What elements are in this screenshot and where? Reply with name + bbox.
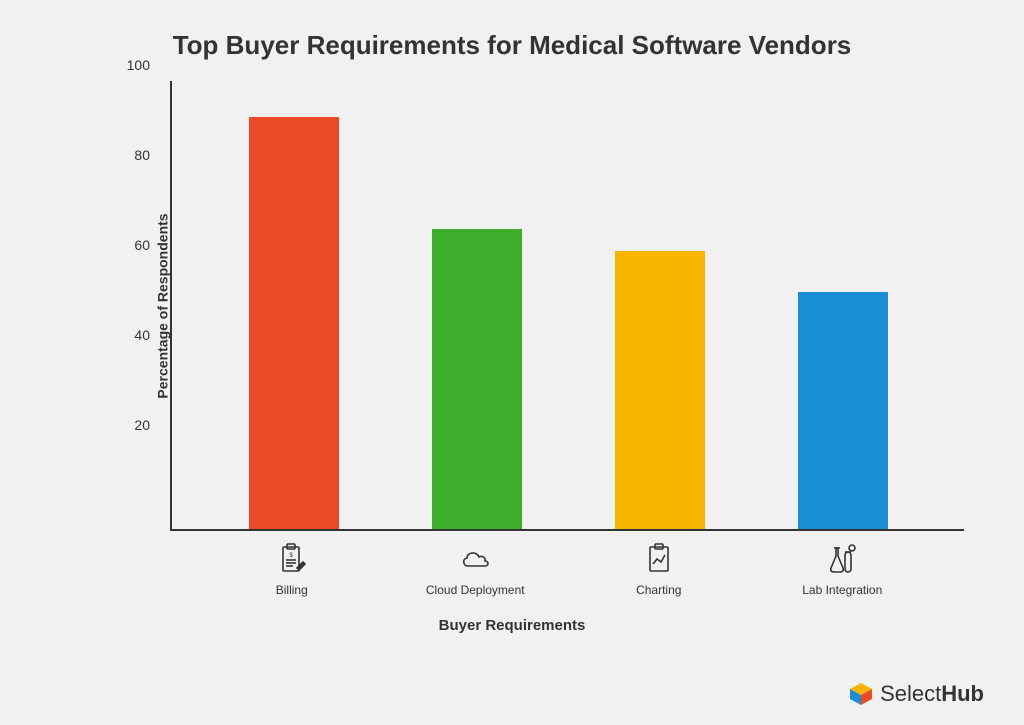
bar-slot: [385, 81, 568, 529]
y-tick: 80: [110, 147, 150, 163]
y-tick: 100: [110, 57, 150, 73]
x-label-slot: Cloud Deployment: [384, 541, 568, 597]
bar-charting: [615, 251, 705, 529]
y-tick: 60: [110, 237, 150, 253]
plot-area: [170, 81, 964, 531]
plot-region: Percentage of Respondents 100 80 60 40 2…: [130, 81, 964, 531]
brand-logo-icon: [848, 681, 874, 707]
y-ticks: 100 80 60 40 20: [120, 81, 160, 531]
cloud-icon: [457, 541, 493, 577]
x-axis-label: Buyer Requirements: [40, 617, 984, 634]
bar-cloud-deployment: [432, 229, 522, 529]
bar-slot: [202, 81, 385, 529]
chart-title: Top Buyer Requirements for Medical Softw…: [40, 30, 984, 61]
bar-slot: [568, 81, 751, 529]
svg-text:$: $: [289, 553, 293, 559]
brand-text: SelectHub: [880, 681, 984, 707]
bar-billing: [249, 117, 339, 529]
x-label-text: Billing: [276, 583, 308, 597]
bar-lab-integration: [798, 292, 888, 529]
x-label-text: Charting: [636, 583, 681, 597]
y-tick: 40: [110, 327, 150, 343]
bar-slot: [751, 81, 934, 529]
chart-clipboard-icon: [641, 541, 677, 577]
brand-suffix: Hub: [941, 681, 984, 706]
y-tick: 20: [110, 417, 150, 433]
clipboard-billing-icon: $: [274, 541, 310, 577]
x-label-slot: $ Billing: [200, 541, 384, 597]
x-label-slot: Lab Integration: [751, 541, 935, 597]
brand-prefix: Select: [880, 681, 941, 706]
x-label-text: Cloud Deployment: [426, 583, 525, 597]
lab-flask-icon: [824, 541, 860, 577]
x-label-slot: Charting: [567, 541, 751, 597]
bars-group: [172, 81, 964, 529]
chart-container: Top Buyer Requirements for Medical Softw…: [0, 0, 1024, 725]
x-label-text: Lab Integration: [802, 583, 882, 597]
brand: SelectHub: [848, 681, 984, 707]
x-labels: $ Billing Cloud Deployment: [170, 531, 964, 597]
